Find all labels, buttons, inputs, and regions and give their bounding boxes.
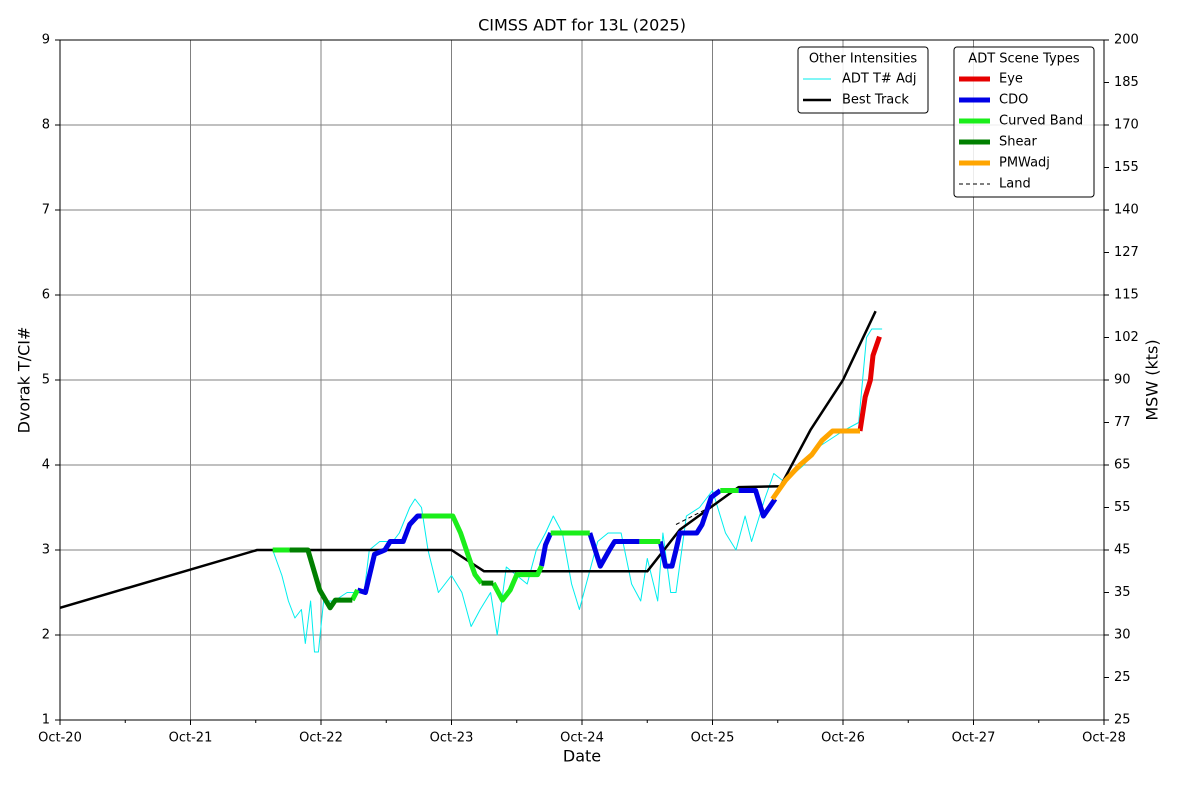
legend-label: Curved Band — [999, 114, 1083, 129]
y2-tick-label: 170 — [1114, 118, 1139, 133]
y-tick-label: 7 — [42, 203, 50, 218]
x-tick-label: Oct-26 — [821, 731, 865, 746]
y2-tick-label: 77 — [1114, 415, 1131, 430]
y-tick-label: 5 — [42, 373, 50, 388]
series-line — [289, 547, 494, 611]
y2-tick-label: 35 — [1114, 585, 1131, 600]
legend-box — [797, 46, 929, 114]
y2-axis-label: MSW (kts) — [1143, 339, 1162, 420]
y-tick-label: 3 — [42, 543, 50, 558]
x-tick-label: Oct-28 — [1082, 731, 1126, 746]
series-line — [770, 428, 860, 501]
y2-tick-label: 55 — [1114, 500, 1131, 515]
legend-title: ADT Scene Types — [968, 52, 1080, 67]
y-tick-label: 2 — [42, 628, 50, 643]
y2-tick-label: 45 — [1114, 543, 1131, 558]
y2-tick-label: 25 — [1114, 670, 1131, 685]
plot-frame — [59, 39, 1105, 721]
y-tick-label: 8 — [42, 118, 50, 133]
y2-tick-label: 127 — [1114, 245, 1139, 260]
y-tick-label: 9 — [42, 33, 50, 48]
x-tick-label: Oct-22 — [299, 731, 343, 746]
x-tick-label: Oct-25 — [691, 731, 735, 746]
y-tick-label: 6 — [42, 288, 50, 303]
y2-tick-label: 155 — [1114, 160, 1139, 175]
legend: ADT Scene Types Eye CDO Curved Band Shear PMW… — [953, 46, 1095, 198]
legend-label: Land — [999, 177, 1031, 192]
x-tick-label: Oct-20 — [38, 731, 82, 746]
y2-tick-label: 30 — [1114, 628, 1131, 643]
y2-tick-label: 65 — [1114, 458, 1131, 473]
series-line — [675, 508, 707, 525]
chart-title: CIMSS ADT for 13L (2025) — [478, 16, 686, 35]
x-tick-label: Oct-27 — [952, 731, 996, 746]
y2-tick-label: 90 — [1114, 373, 1131, 388]
legend-label: CDO — [999, 93, 1028, 108]
legend-label: PMWadj — [999, 156, 1050, 171]
series-line — [356, 488, 778, 595]
y2-tick-label: 140 — [1114, 203, 1139, 218]
y-tick-label: 1 — [42, 713, 50, 728]
y2-tick-label: 102 — [1114, 330, 1139, 345]
series-line — [272, 328, 883, 653]
x-tick-label: Oct-21 — [169, 731, 213, 746]
legend-label: Eye — [999, 72, 1023, 87]
series-line — [857, 335, 882, 432]
x-axis-label: Date — [563, 747, 601, 766]
y2-tick-label: 185 — [1114, 75, 1139, 90]
x-tick-label: Oct-24 — [560, 731, 604, 746]
y2-tick-label: 25 — [1114, 713, 1131, 728]
legend: Other Intensities ADT T# Adj Best Track — [797, 46, 929, 114]
y-axis-label: Dvorak T/CI# — [15, 327, 34, 434]
y2-tick-label: 200 — [1114, 33, 1139, 48]
series-line — [272, 488, 739, 603]
y2-tick-label: 115 — [1114, 288, 1139, 303]
legend-label: Best Track — [842, 93, 909, 108]
legend-label: ADT T# Adj — [842, 72, 916, 87]
legend-title: Other Intensities — [809, 52, 918, 67]
y-tick-label: 4 — [42, 458, 50, 473]
legend-label: Shear — [999, 135, 1037, 150]
x-tick-label: Oct-23 — [430, 731, 474, 746]
legend-box — [953, 46, 1095, 198]
